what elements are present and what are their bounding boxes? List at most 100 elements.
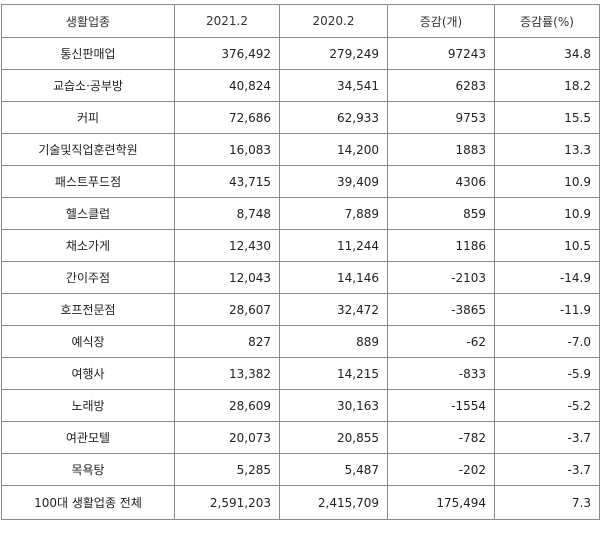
table-row: 간이주점 12,043 14,146 -2103 -14.9 <box>1 261 600 294</box>
cell-business-type: 100대 생활업종 전체 <box>1 485 175 520</box>
table-body: 통신판매업 376,492 279,249 97243 34.8 교습소·공부방 40,82… <box>1 37 600 520</box>
cell-2020-2: 14,215 <box>279 357 388 390</box>
table-row: 기술및직업훈련학원 16,083 14,200 1883 13.3 <box>1 133 600 166</box>
cell-business-type: 여행사 <box>1 357 175 390</box>
cell-2021-2: 12,430 <box>174 229 280 262</box>
cell-change-rate: 34.8 <box>494 37 600 70</box>
table-row: 교습소·공부방 40,824 34,541 6283 18.2 <box>1 69 600 102</box>
cell-change-rate: -5.2 <box>494 389 600 422</box>
header-2020-2: 2020.2 <box>279 4 388 38</box>
cell-business-type: 예식장 <box>1 325 175 358</box>
cell-2020-2: 5,487 <box>279 453 388 486</box>
cell-business-type: 헬스클럽 <box>1 197 175 230</box>
table-row: 노래방 28,609 30,163 -1554 -5.2 <box>1 389 600 422</box>
cell-2021-2: 20,073 <box>174 421 280 454</box>
cell-change-count: -782 <box>387 421 495 454</box>
cell-2021-2: 28,609 <box>174 389 280 422</box>
cell-2020-2: 34,541 <box>279 69 388 102</box>
cell-business-type: 노래방 <box>1 389 175 422</box>
cell-change-count: -62 <box>387 325 495 358</box>
cell-2020-2: 279,249 <box>279 37 388 70</box>
cell-business-type: 커피 <box>1 101 175 134</box>
cell-change-count: -3865 <box>387 293 495 326</box>
cell-2021-2: 16,083 <box>174 133 280 166</box>
cell-change-rate: -3.7 <box>494 453 600 486</box>
cell-change-rate: 10.9 <box>494 197 600 230</box>
cell-2021-2: 28,607 <box>174 293 280 326</box>
cell-change-count: 6283 <box>387 69 495 102</box>
table-header: 생활업종 2021.2 2020.2 증감(개) 증감률(%) <box>1 4 600 38</box>
cell-2020-2: 11,244 <box>279 229 388 262</box>
cell-change-count: 9753 <box>387 101 495 134</box>
cell-change-rate: -14.9 <box>494 261 600 294</box>
cell-change-count: 1186 <box>387 229 495 262</box>
business-change-table: 생활업종 2021.2 2020.2 증감(개) 증감률(%) 통신판매업 376… <box>1 4 600 520</box>
cell-change-rate: -3.7 <box>494 421 600 454</box>
cell-change-count: -833 <box>387 357 495 390</box>
table-row: 커피 72,686 62,933 9753 15.5 <box>1 101 600 134</box>
header-2021-2: 2021.2 <box>174 4 280 38</box>
cell-business-type: 통신판매업 <box>1 37 175 70</box>
cell-change-rate: 15.5 <box>494 101 600 134</box>
table-row: 통신판매업 376,492 279,249 97243 34.8 <box>1 37 600 70</box>
cell-2020-2: 14,146 <box>279 261 388 294</box>
cell-2021-2: 13,382 <box>174 357 280 390</box>
cell-change-count: 1883 <box>387 133 495 166</box>
cell-2021-2: 72,686 <box>174 101 280 134</box>
cell-2021-2: 12,043 <box>174 261 280 294</box>
header-row: 생활업종 2021.2 2020.2 증감(개) 증감률(%) <box>1 4 600 38</box>
cell-2021-2: 376,492 <box>174 37 280 70</box>
cell-change-count: -1554 <box>387 389 495 422</box>
cell-2020-2: 39,409 <box>279 165 388 198</box>
header-business-type: 생활업종 <box>1 4 175 38</box>
cell-business-type: 기술및직업훈련학원 <box>1 133 175 166</box>
total-row: 100대 생활업종 전체 2,591,203 2,415,709 175,494 7.3 <box>1 485 600 520</box>
cell-change-rate: 10.9 <box>494 165 600 198</box>
cell-2021-2: 40,824 <box>174 69 280 102</box>
cell-change-count: 859 <box>387 197 495 230</box>
table-row: 채소가게 12,430 11,244 1186 10.5 <box>1 229 600 262</box>
cell-2020-2: 30,163 <box>279 389 388 422</box>
cell-business-type: 호프전문점 <box>1 293 175 326</box>
cell-change-count: -202 <box>387 453 495 486</box>
cell-2020-2: 62,933 <box>279 101 388 134</box>
header-change-count: 증감(개) <box>387 4 495 38</box>
table-row: 여행사 13,382 14,215 -833 -5.9 <box>1 357 600 390</box>
table-row: 예식장 827 889 -62 -7.0 <box>1 325 600 358</box>
cell-change-rate: 18.2 <box>494 69 600 102</box>
cell-2020-2: 2,415,709 <box>279 485 388 520</box>
cell-2020-2: 20,855 <box>279 421 388 454</box>
cell-change-rate: 13.3 <box>494 133 600 166</box>
cell-business-type: 목욕탕 <box>1 453 175 486</box>
table-row: 호프전문점 28,607 32,472 -3865 -11.9 <box>1 293 600 326</box>
cell-2021-2: 5,285 <box>174 453 280 486</box>
cell-business-type: 여관모텔 <box>1 421 175 454</box>
cell-change-count: -2103 <box>387 261 495 294</box>
cell-2020-2: 14,200 <box>279 133 388 166</box>
cell-change-rate: 10.5 <box>494 229 600 262</box>
cell-2021-2: 43,715 <box>174 165 280 198</box>
cell-2021-2: 8,748 <box>174 197 280 230</box>
cell-business-type: 패스트푸드점 <box>1 165 175 198</box>
cell-change-rate: -5.9 <box>494 357 600 390</box>
cell-change-rate: 7.3 <box>494 485 600 520</box>
cell-2020-2: 889 <box>279 325 388 358</box>
cell-change-rate: -11.9 <box>494 293 600 326</box>
cell-business-type: 채소가게 <box>1 229 175 262</box>
cell-change-rate: -7.0 <box>494 325 600 358</box>
table-row: 목욕탕 5,285 5,487 -202 -3.7 <box>1 453 600 486</box>
cell-business-type: 교습소·공부방 <box>1 69 175 102</box>
table-row: 헬스클럽 8,748 7,889 859 10.9 <box>1 197 600 230</box>
table-row: 패스트푸드점 43,715 39,409 4306 10.9 <box>1 165 600 198</box>
cell-business-type: 간이주점 <box>1 261 175 294</box>
cell-2020-2: 32,472 <box>279 293 388 326</box>
cell-2021-2: 2,591,203 <box>174 485 280 520</box>
cell-change-count: 4306 <box>387 165 495 198</box>
cell-2021-2: 827 <box>174 325 280 358</box>
cell-2020-2: 7,889 <box>279 197 388 230</box>
table-row: 여관모텔 20,073 20,855 -782 -3.7 <box>1 421 600 454</box>
cell-change-count: 175,494 <box>387 485 495 520</box>
header-change-rate: 증감률(%) <box>494 4 600 38</box>
cell-change-count: 97243 <box>387 37 495 70</box>
